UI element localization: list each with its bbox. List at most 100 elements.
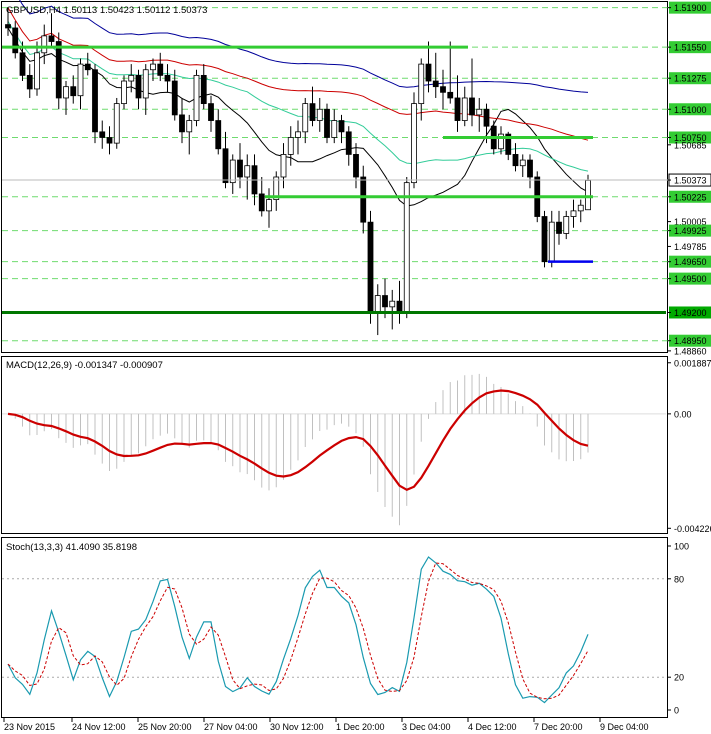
candle-body [498, 133, 504, 150]
candle-body [258, 193, 265, 212]
price-axis-label: 1.49925 [674, 226, 707, 236]
candle-body [563, 216, 570, 234]
price-axis-label: 1.48950 [674, 336, 707, 346]
candle-body [476, 108, 483, 116]
candle-body [121, 80, 127, 105]
price-axis-label: 1.50005 [674, 217, 707, 227]
candle-body [128, 74, 135, 82]
level-tag [669, 224, 711, 237]
price-axis-label: 1.51550 [674, 43, 707, 53]
time-axis-label: 27 Nov 04:00 [204, 722, 258, 732]
candle-body [469, 97, 475, 116]
candle-body [367, 221, 374, 313]
level-tag [669, 334, 711, 347]
macd-axis-label: 0.001887 [674, 358, 711, 368]
level-tag [669, 103, 711, 116]
candle-body [186, 120, 193, 133]
price-axis-label: 1.50685 [674, 140, 707, 150]
candle-body [171, 80, 178, 116]
level-tag [669, 72, 711, 85]
candle-body [403, 182, 410, 313]
candle-body [345, 131, 352, 155]
level-tag [669, 255, 711, 268]
candle-body [324, 108, 330, 138]
candle-body [331, 120, 338, 138]
candle-body [215, 120, 222, 150]
time-axis-label: 3 Dec 04:00 [402, 722, 451, 732]
candle-body [353, 154, 359, 178]
candle-body [84, 63, 91, 71]
time-axis-label: 23 Nov 2015 [4, 722, 55, 732]
candle-body [295, 131, 301, 138]
price-axis-label: 1.48860 [674, 346, 707, 356]
candle-body [179, 114, 185, 133]
candle-body [34, 52, 40, 90]
price-axis-label: 1.49650 [674, 257, 707, 267]
price-axis-label: 1.50373 [674, 176, 707, 186]
price-pane-title: GBPUSD,H4 1.50113 1.50423 1.50112 1.5037… [6, 5, 207, 16]
stoch-pane-title: Stoch(13,3,3) 41.4090 35.8198 [6, 542, 137, 553]
stoch-axis-label: 20 [674, 673, 684, 683]
candle-body [577, 204, 584, 212]
candle-body [92, 69, 98, 133]
candle-body [454, 97, 461, 121]
candle-body [113, 103, 120, 144]
candle-body [447, 91, 454, 99]
key-level-tag [669, 306, 711, 319]
price-axis-label: 1.51275 [674, 74, 707, 84]
candle-body [541, 216, 548, 263]
candle-body [237, 159, 243, 178]
candle-body [63, 86, 69, 99]
candle-body [432, 80, 439, 88]
candle-body [360, 176, 367, 223]
candle-body [411, 103, 417, 184]
candle-body [150, 63, 156, 71]
candle-body [527, 159, 533, 178]
time-axis-label: 1 Dec 20:00 [336, 722, 385, 732]
price-axis-label: 1.51000 [674, 105, 707, 115]
candle-body [396, 300, 403, 313]
candle-body [55, 41, 62, 99]
time-axis-label: 4 Dec 12:00 [468, 722, 517, 732]
candle-body [266, 199, 272, 212]
candle-body [556, 221, 562, 234]
price-axis-label: 1.49785 [674, 242, 707, 252]
candle-body [483, 108, 490, 127]
candle-body [302, 103, 309, 133]
macd-axis-label: 0.00 [674, 409, 692, 419]
time-axis-label: 7 Dec 20:00 [534, 722, 583, 732]
macd-pane-title: MACD(12,26,9) -0.001347 -0.000907 [6, 360, 163, 371]
candle-body [374, 295, 381, 313]
candle-body [222, 148, 229, 184]
price-axis-label: 1.50750 [674, 133, 707, 143]
candle-body [461, 97, 468, 121]
stoch-main-line [7, 556, 589, 704]
candle-body [142, 69, 149, 99]
candle-body [440, 86, 446, 93]
ma-navy-line [19, 0, 589, 93]
candle-body [585, 179, 591, 211]
ma-red-line [7, 7, 589, 141]
candle-body [287, 137, 294, 155]
candle-body [19, 52, 26, 76]
macd-signal-line [7, 389, 589, 492]
candle-body [26, 74, 33, 90]
candle-body [570, 210, 577, 217]
stoch-pane [1, 537, 668, 718]
candle-body [157, 63, 164, 76]
candle-body [316, 108, 323, 121]
stoch-signal-line [7, 562, 589, 700]
candle-body [164, 74, 171, 82]
candle-body [505, 133, 512, 155]
candle-body [41, 35, 48, 54]
level-tag [669, 41, 711, 54]
candle-body [70, 86, 77, 97]
macd-axis-label: -0.004226 [674, 524, 711, 534]
time-axis-label: 30 Nov 12:00 [270, 722, 324, 732]
candle-body [418, 63, 425, 105]
level-tag [669, 1, 711, 14]
candle-body [280, 154, 287, 178]
candle-body [208, 103, 214, 121]
candle-body [106, 137, 113, 144]
